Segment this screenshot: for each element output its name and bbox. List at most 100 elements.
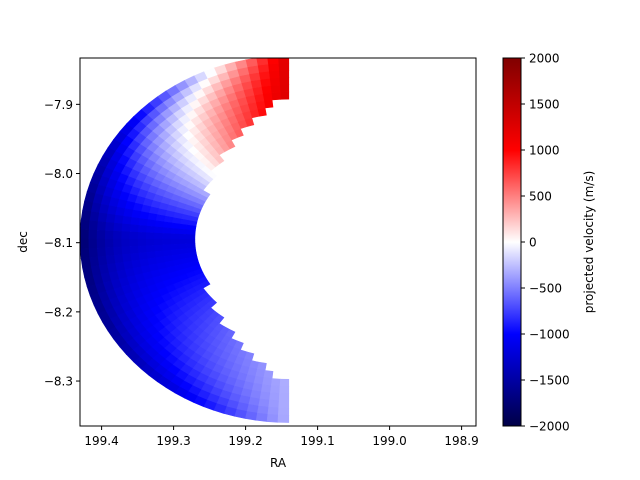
x-tick-label: 199.4	[84, 434, 118, 448]
velocity-cell	[120, 246, 131, 255]
velocity-cell	[154, 220, 164, 228]
plot-area	[79, 57, 477, 427]
x-tick-label: 199.3	[156, 434, 190, 448]
velocity-cell	[279, 386, 290, 395]
velocity-cell	[82, 200, 93, 213]
velocity-cell	[97, 255, 108, 266]
velocity-cell	[170, 228, 180, 235]
velocity-cell	[162, 221, 173, 229]
colorbar-tick-label: −500	[529, 282, 562, 296]
velocity-cell	[267, 63, 280, 72]
velocity-cell	[277, 414, 290, 423]
velocity-cell	[260, 85, 272, 95]
velocity-cell	[263, 99, 274, 109]
velocity-cell	[96, 238, 106, 249]
velocity-cell	[145, 245, 155, 253]
velocity-cell	[268, 399, 280, 409]
velocity-cell	[255, 412, 269, 422]
velocity-cell	[266, 414, 279, 423]
velocity-cell	[245, 58, 258, 68]
velocity-cell	[120, 231, 130, 240]
velocity-cell	[270, 385, 281, 394]
velocity-cell	[80, 248, 90, 259]
velocity-cell	[270, 84, 281, 94]
velocity-cell	[161, 238, 171, 246]
velocity-cell	[169, 233, 179, 240]
colorbar-label: projected velocity (m/s)	[582, 171, 596, 314]
x-tick-label: 199.0	[372, 434, 406, 448]
velocity-cell	[278, 400, 290, 409]
velocity-cell	[279, 84, 290, 93]
velocity-cell	[161, 233, 171, 240]
velocity-cell	[278, 393, 290, 402]
velocity-cell	[145, 225, 155, 234]
colorbar-tick-label: 1500	[529, 98, 560, 112]
velocity-cell	[260, 384, 272, 394]
velocity-cell	[97, 212, 108, 223]
colorbar-fill	[503, 58, 521, 426]
velocity-cell	[88, 220, 98, 231]
velocity-cell	[278, 77, 290, 86]
velocity-cell	[137, 245, 147, 254]
velocity-cell	[269, 392, 280, 402]
velocity-cell	[278, 70, 290, 79]
velocity-cells	[80, 58, 290, 423]
velocity-cell	[137, 218, 148, 227]
velocity-cell	[137, 231, 147, 240]
velocity-cell	[113, 214, 124, 225]
velocity-cell	[112, 230, 122, 240]
colorbar: 2000 1500 1000 500 0 −500 −1000 −1500 −2000 proj…	[502, 52, 596, 434]
velocity-cell	[266, 58, 279, 65]
velocity-cell	[104, 222, 115, 232]
velocity-cell	[129, 216, 140, 226]
colorbar-tick-label: −2000	[529, 420, 570, 434]
velocity-cell	[80, 229, 89, 240]
velocity-cell	[104, 230, 114, 240]
y-axis-label: dec	[16, 231, 30, 253]
velocity-cell	[137, 238, 147, 247]
colorbar-tick-label: −1000	[529, 328, 570, 342]
velocity-cell	[245, 411, 258, 421]
velocity-cell	[80, 210, 92, 222]
velocity-cell	[262, 377, 273, 387]
velocity-cell	[145, 232, 155, 240]
velocity-cell	[279, 91, 290, 100]
y-axis: −7.9 −8.0 −8.1 −8.2 −8.3	[44, 98, 80, 389]
velocity-cell	[104, 238, 114, 249]
y-tick-label: −8.2	[44, 305, 73, 319]
velocity-cell	[121, 253, 132, 263]
velocity-cell	[270, 378, 281, 387]
velocity-cell	[268, 70, 280, 79]
x-axis: 199.4 199.3 199.2 199.1 199.0 198.9	[84, 426, 479, 448]
velocity-cell	[80, 238, 89, 250]
velocity-cell	[87, 229, 97, 240]
velocity-cell	[153, 238, 163, 246]
velocity-cell	[267, 406, 280, 416]
velocity-cell	[112, 222, 123, 232]
axes-frame	[79, 57, 477, 427]
velocity-cell	[178, 228, 188, 235]
velocity-cell	[153, 226, 164, 234]
velocity-cell	[263, 370, 274, 379]
velocity-cell	[113, 254, 124, 264]
velocity-cell	[129, 224, 139, 233]
velocity-cell	[146, 219, 156, 228]
velocity-cell	[259, 78, 271, 87]
velocity-cell	[161, 227, 172, 235]
velocity-cell	[105, 255, 116, 265]
velocity-cell	[153, 232, 163, 240]
velocity-cell	[153, 244, 164, 252]
velocity-cell	[120, 238, 130, 248]
y-tick-label: −8.1	[44, 236, 73, 250]
x-axis-label: RA	[270, 456, 287, 470]
velocity-cell	[145, 238, 155, 247]
velocity-cell	[129, 245, 139, 255]
velocity-cell	[120, 223, 131, 233]
velocity-cell	[137, 225, 147, 233]
velocity-cell	[112, 238, 122, 248]
velocity-cell	[262, 92, 273, 102]
velocity-cell	[269, 77, 280, 86]
velocity-cell	[128, 231, 138, 240]
velocity-cell	[128, 238, 138, 247]
